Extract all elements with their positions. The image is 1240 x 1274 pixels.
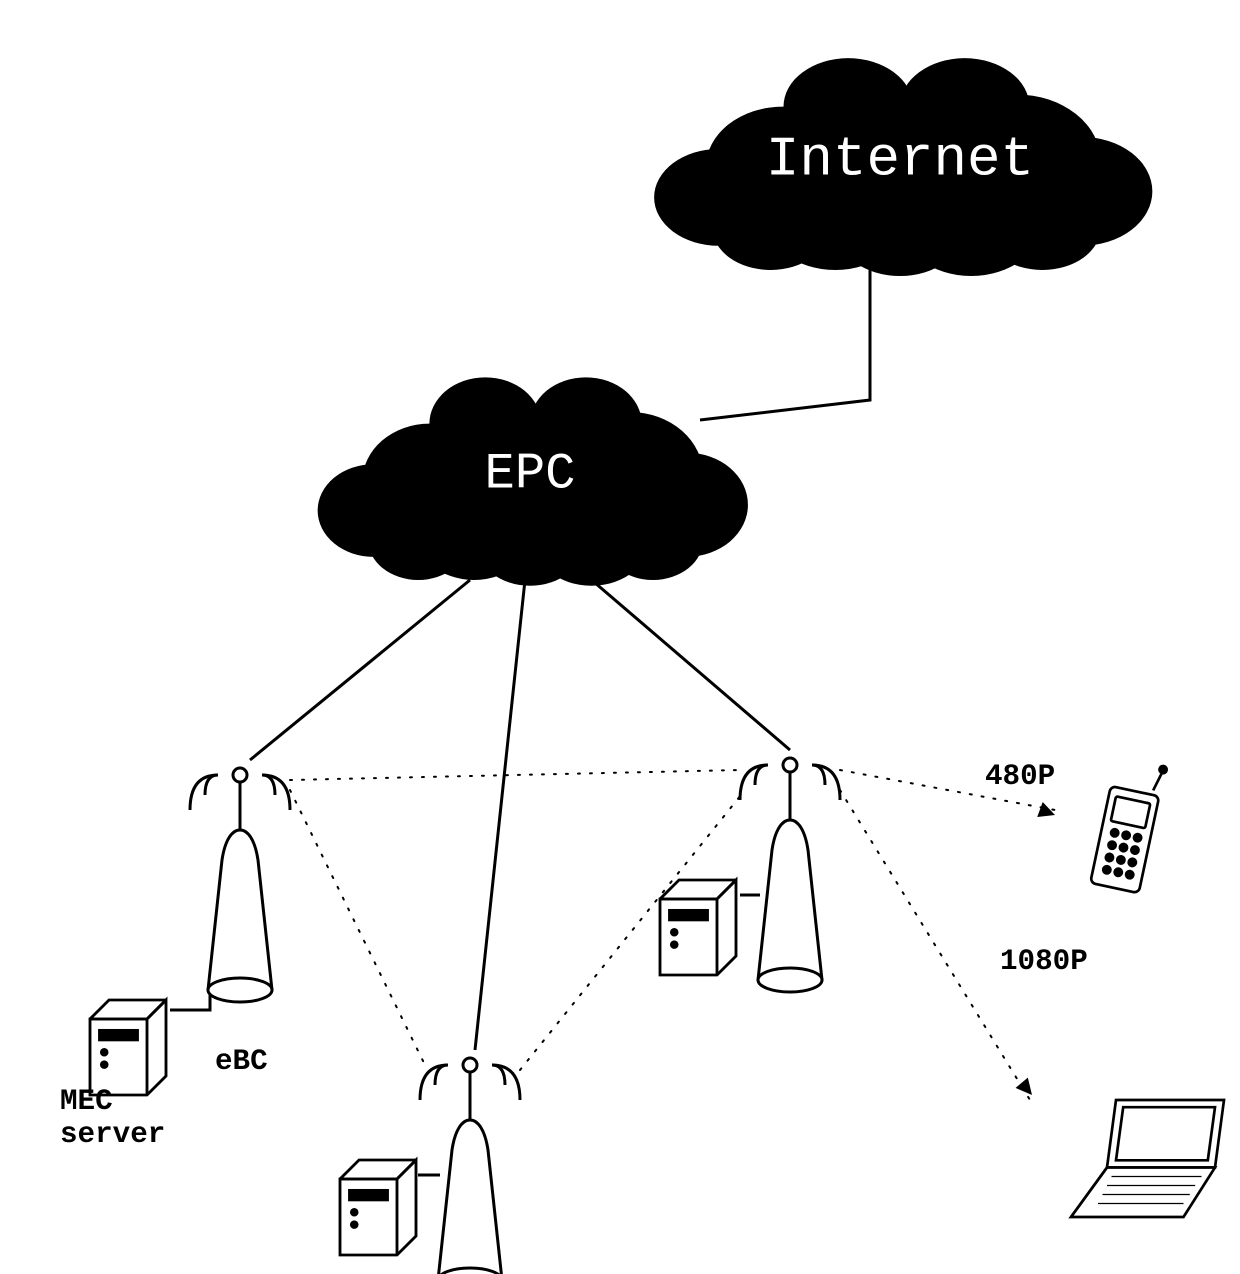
label-ebc: eBC xyxy=(215,1045,268,1078)
cloud-internet: Internet xyxy=(654,58,1152,276)
mec-server-center xyxy=(340,1160,416,1255)
base-station-right xyxy=(740,758,840,992)
label-480p: 480P xyxy=(985,760,1055,793)
mec-server-right xyxy=(660,880,736,975)
label-1080p: 1080P xyxy=(1000,945,1088,978)
base-station-left xyxy=(190,768,290,1002)
base-station-center xyxy=(420,1058,520,1274)
device-laptop xyxy=(1071,1100,1224,1217)
label-mec-server: MEC server xyxy=(60,1085,165,1151)
mec-server-left xyxy=(90,1000,166,1095)
device-phone xyxy=(1090,765,1167,893)
cloud-epc: EPC xyxy=(318,377,748,585)
network-diagram: Internet EPC xyxy=(0,0,1240,1274)
svg-text:EPC: EPC xyxy=(485,447,576,504)
svg-text:Internet: Internet xyxy=(766,128,1034,192)
